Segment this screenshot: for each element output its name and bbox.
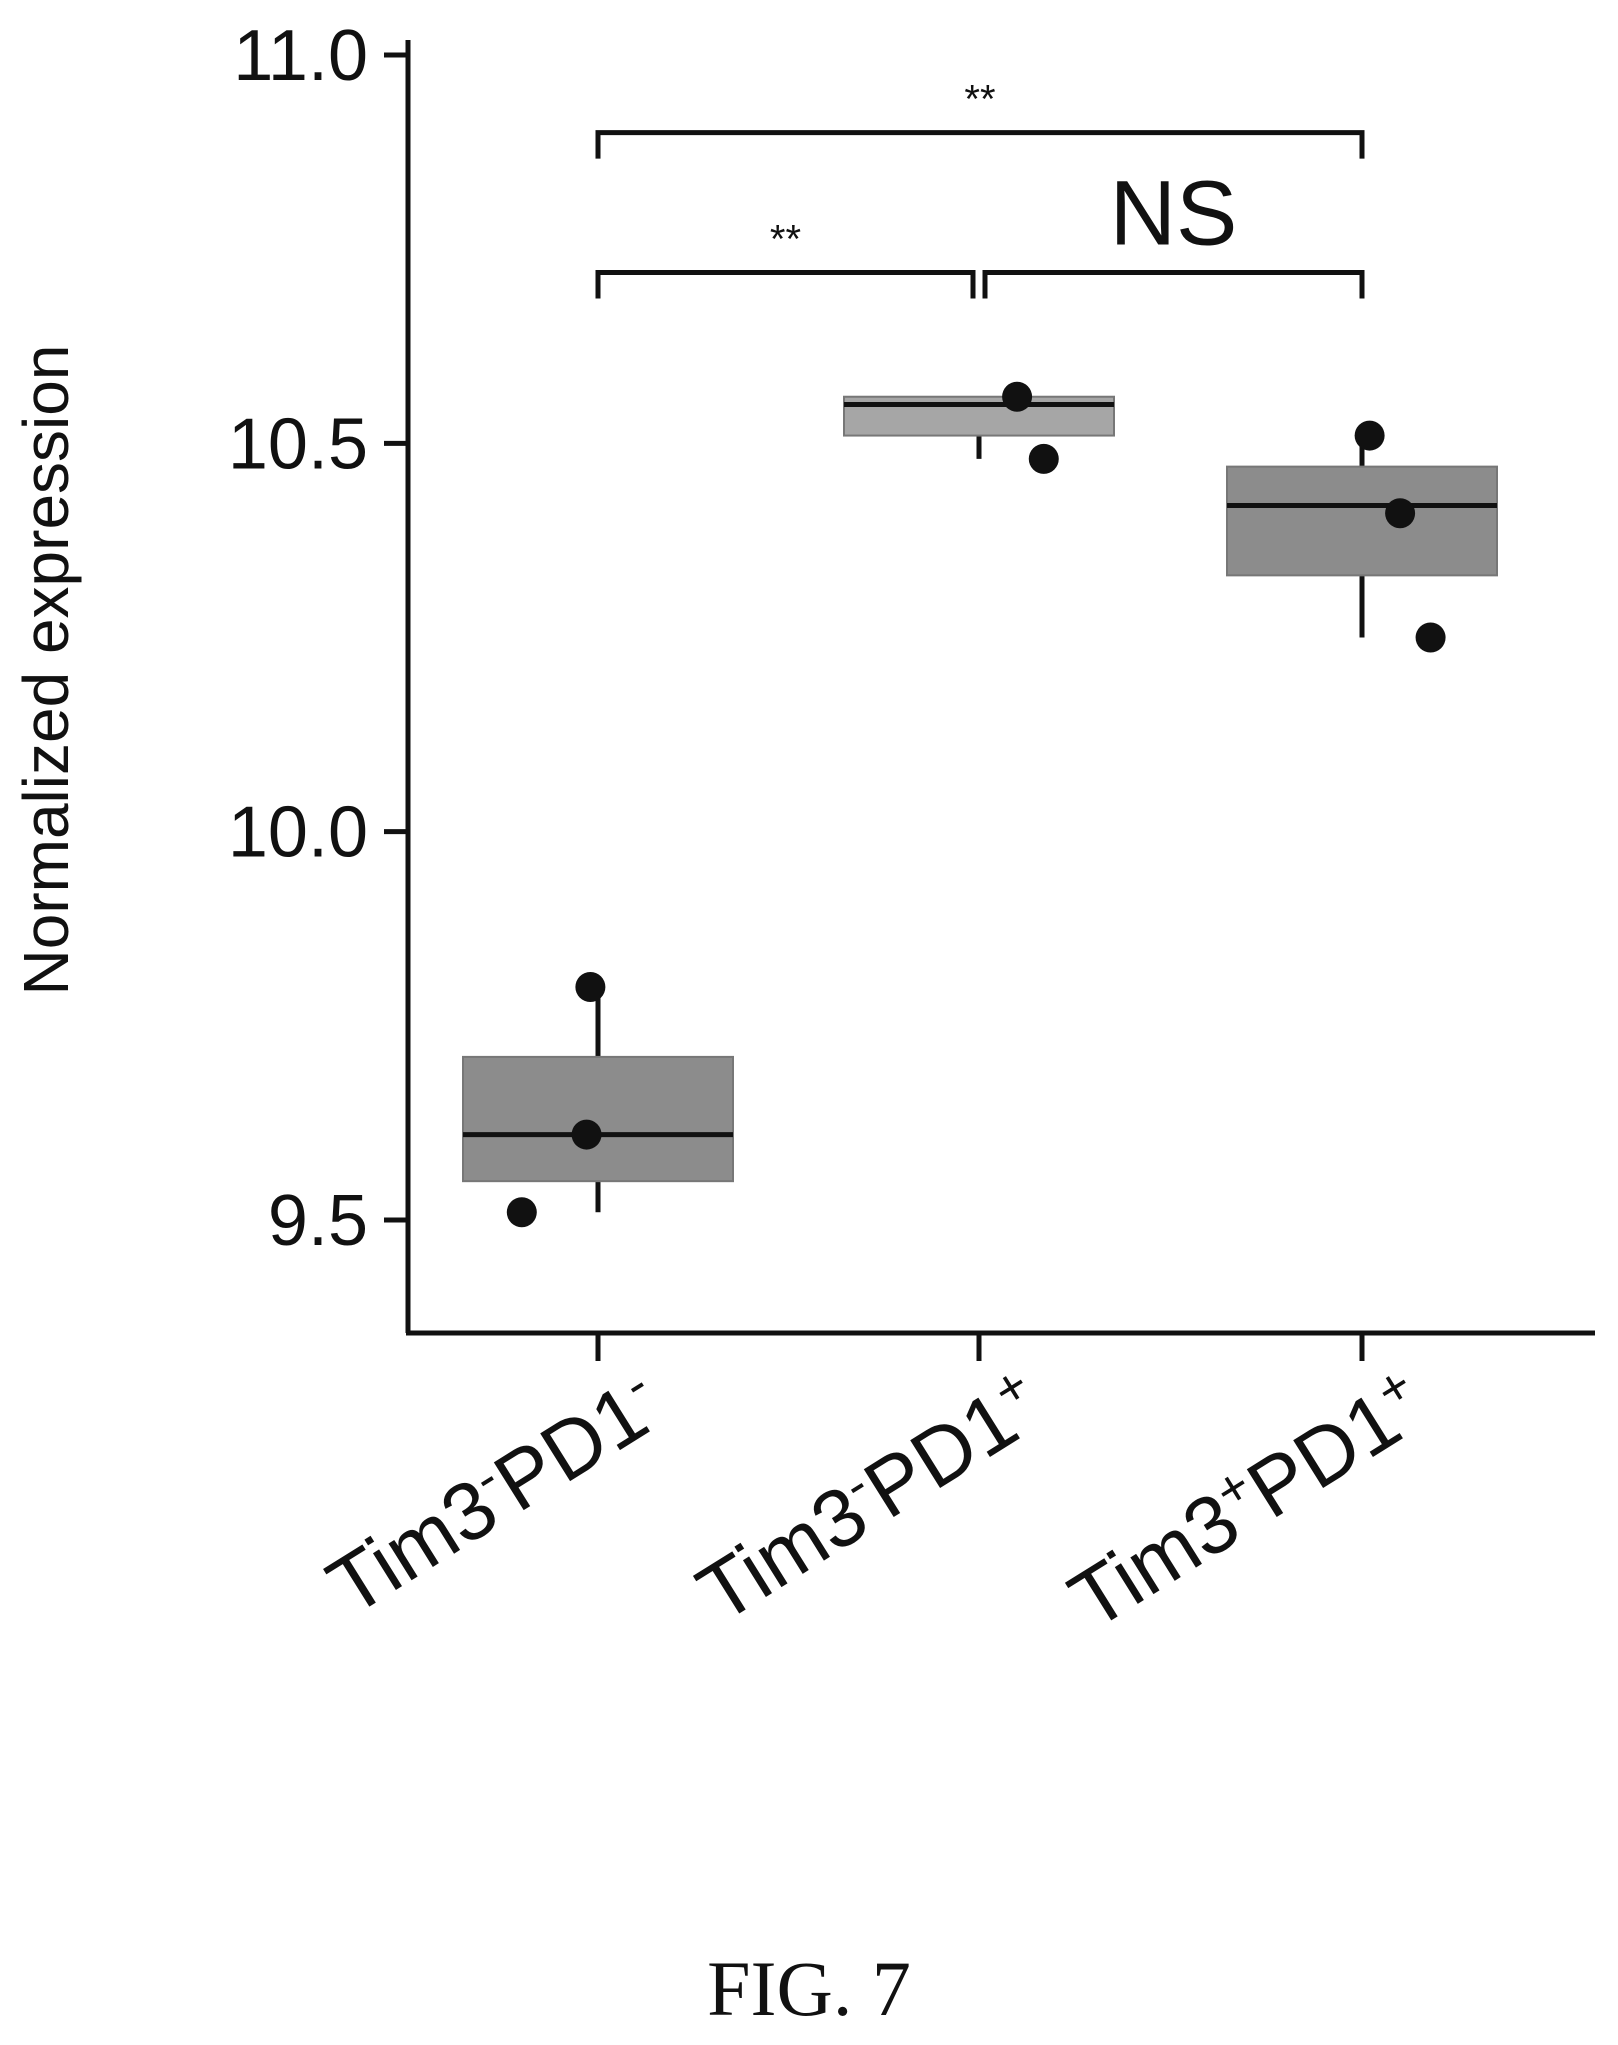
axes	[405, 40, 1595, 1336]
y-tick-label: 9.5	[268, 1181, 368, 1261]
category-labels: Tim3-PD1-Tim3-PD1+Tim3+PD1+	[311, 1356, 1442, 1647]
y-tick-label: 10.0	[228, 793, 368, 873]
x-tick-label: Tim3-PD1-	[311, 1356, 677, 1634]
significance-label: **	[770, 217, 801, 261]
significance-brackets: ** ** NS	[595, 78, 1365, 299]
significance-label: **	[964, 78, 995, 122]
box-iqr	[462, 1055, 734, 1183]
data-points	[506, 381, 1446, 1228]
data-point	[575, 972, 606, 1002]
data-point	[1002, 381, 1033, 412]
x-tick-label: Tim3+PD1+	[1053, 1356, 1442, 1647]
box-iqr	[1226, 465, 1498, 577]
data-point	[1385, 498, 1416, 529]
x-tick-label: Tim3-PD1+	[681, 1356, 1059, 1640]
y-tick-label: 10.5	[228, 404, 368, 484]
y-axis-label: Normalized expression	[10, 345, 82, 996]
figure-caption: FIG. 7	[707, 1945, 911, 2032]
y-tick-label: 11.0	[233, 16, 368, 96]
data-point	[1354, 420, 1385, 451]
significance-label: NS	[1110, 162, 1238, 264]
data-point	[571, 1119, 602, 1150]
significance-bracket	[595, 269, 976, 299]
data-point	[506, 1197, 537, 1228]
data-point	[1028, 443, 1059, 474]
boxes	[462, 395, 1498, 1213]
data-point	[1415, 622, 1446, 653]
significance-bracket	[595, 130, 1365, 159]
y-ticks: 9.5 10.0 10.5 11.0	[228, 16, 1365, 1361]
significance-bracket	[982, 269, 1365, 299]
